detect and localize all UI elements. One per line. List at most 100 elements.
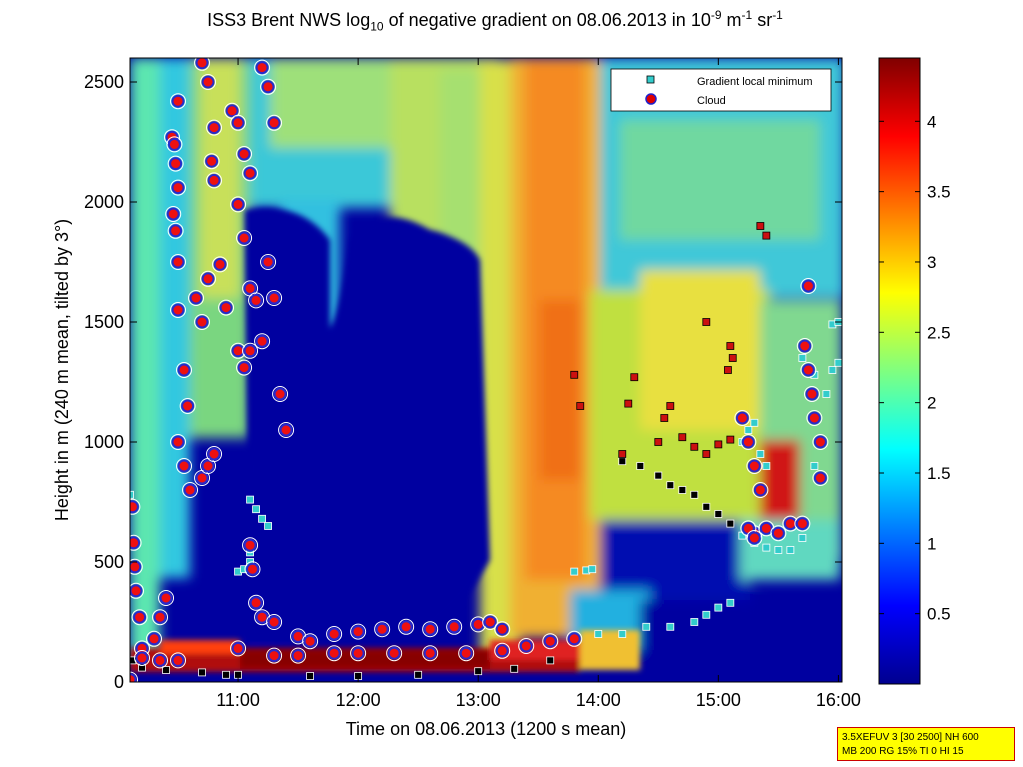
cloud-point (753, 483, 767, 497)
gradient-min-point (666, 481, 675, 490)
cloud-point (171, 94, 185, 108)
cloud-point (201, 75, 215, 89)
cloud-point-halo (152, 609, 169, 626)
cloud-point-halo (740, 434, 757, 450)
gradient-min-point (594, 630, 603, 638)
cloud-point (327, 646, 341, 660)
gradient-min-upper-point (724, 366, 732, 374)
cloud-point (255, 61, 269, 75)
cloud-point-halo (218, 299, 235, 316)
cloud-point (195, 315, 209, 329)
cloud-point-halo (542, 633, 559, 650)
y-tick-label: 1500 (84, 312, 124, 332)
cloud-point (237, 147, 251, 161)
cloud-point (483, 615, 497, 629)
colorbar-tick-label: 0.5 (927, 605, 951, 624)
gradient-min-point (810, 462, 819, 470)
cloud-point-halo (746, 530, 763, 546)
cloud-point (735, 411, 749, 425)
gradient-min-point (702, 610, 711, 619)
gradient-min-upper-point (714, 440, 723, 449)
y-tick-label: 2000 (84, 192, 124, 212)
cloud-point-halo (794, 515, 811, 532)
colorbar-tick-label: 3 (927, 253, 936, 272)
cloud-point-halo (752, 482, 769, 498)
gradient-min-upper-point (618, 450, 627, 458)
cloud-point (181, 399, 195, 413)
cloud-point (255, 334, 269, 348)
cloud-point-halo (170, 302, 187, 318)
gradient-min-point (618, 457, 627, 466)
legend-label-cloud: Cloud (697, 95, 726, 107)
cloud-point (759, 521, 773, 535)
cloud-point (201, 459, 215, 473)
cloud-point (351, 646, 365, 660)
cloud-point (189, 291, 203, 305)
x-tick-label: 11:00 (216, 690, 260, 710)
cloud-point (213, 257, 227, 271)
cloud-point-halo (170, 179, 187, 196)
cloud-point-halo (200, 270, 217, 287)
cloud-point-halo (386, 645, 403, 662)
cloud-point (741, 435, 755, 449)
cloud-point-halo (254, 333, 271, 350)
cloud-point-halo (260, 254, 277, 270)
cloud-point (171, 255, 185, 269)
cloud-point (459, 646, 473, 660)
gradient-min-point (714, 603, 723, 612)
cloud-point (159, 591, 173, 605)
gradient-min-point (546, 656, 555, 665)
cloud-point-halo (200, 74, 217, 90)
colorbar-tick-label: 1 (927, 534, 936, 553)
cloud-point-halo (130, 558, 143, 575)
gradient-min-point (264, 522, 272, 530)
y-axis: 0 500 1000 1500 2000 2500 (84, 72, 842, 692)
cloud-point-halo (254, 59, 271, 76)
cloud-point (231, 344, 245, 358)
cloud-point-halo (746, 458, 763, 474)
gradient-min-upper-point (630, 373, 639, 382)
gradient-min-point (252, 505, 260, 514)
cloud-point (273, 387, 287, 401)
gradient-min-point (726, 598, 735, 607)
cloud-point-halo (194, 314, 211, 330)
gradient-min-point (786, 546, 795, 554)
cloud-point-halo (566, 630, 583, 647)
cloud-point-halo (734, 410, 751, 426)
cloud-point-halo (290, 628, 307, 645)
cloud-point (261, 80, 275, 94)
cloud-point-halo (260, 78, 277, 95)
cloud-point-halo (212, 256, 229, 273)
cloud-point (771, 526, 785, 540)
cloud-point-halo (242, 165, 259, 182)
gradient-min-upper-point (570, 370, 579, 379)
cloud-point (177, 363, 191, 377)
cloud-point-halo (170, 254, 187, 270)
cloud-point (267, 615, 281, 629)
gradient-min-upper-point (762, 231, 771, 240)
cloud-point-halo (800, 278, 817, 294)
cloud-point-halo (203, 153, 220, 170)
cloud-point (261, 255, 275, 269)
cloud-point (219, 301, 233, 315)
cloud-point-halo (278, 422, 295, 438)
colorbar-tick-label: 2.5 (927, 323, 951, 342)
cloud-point (237, 231, 251, 245)
gradient-min-point (744, 426, 753, 434)
cloud-point (519, 639, 533, 653)
cloud-point (169, 157, 183, 171)
cloud-point (543, 634, 557, 648)
info-line-1: 3.5XEFUV 3 [30 2500] NH 600 (842, 732, 979, 743)
x-tick-label: 15:00 (696, 690, 741, 710)
cloud-point (130, 560, 142, 574)
y-axis-label: Height in m (240 m mean, tilted by 3°) (52, 219, 72, 521)
cloud-point-halo (188, 290, 205, 306)
gradient-min-point (258, 514, 266, 523)
cloud-point (147, 632, 161, 646)
cloud-point (166, 207, 180, 221)
gradient-min-point (588, 565, 597, 574)
cloud-point (813, 471, 827, 485)
gradient-min-point (828, 366, 837, 374)
info-box: 3.5XEFUV 3 [30 2500] NH 600 MB 200 RG 15… (837, 727, 1015, 761)
